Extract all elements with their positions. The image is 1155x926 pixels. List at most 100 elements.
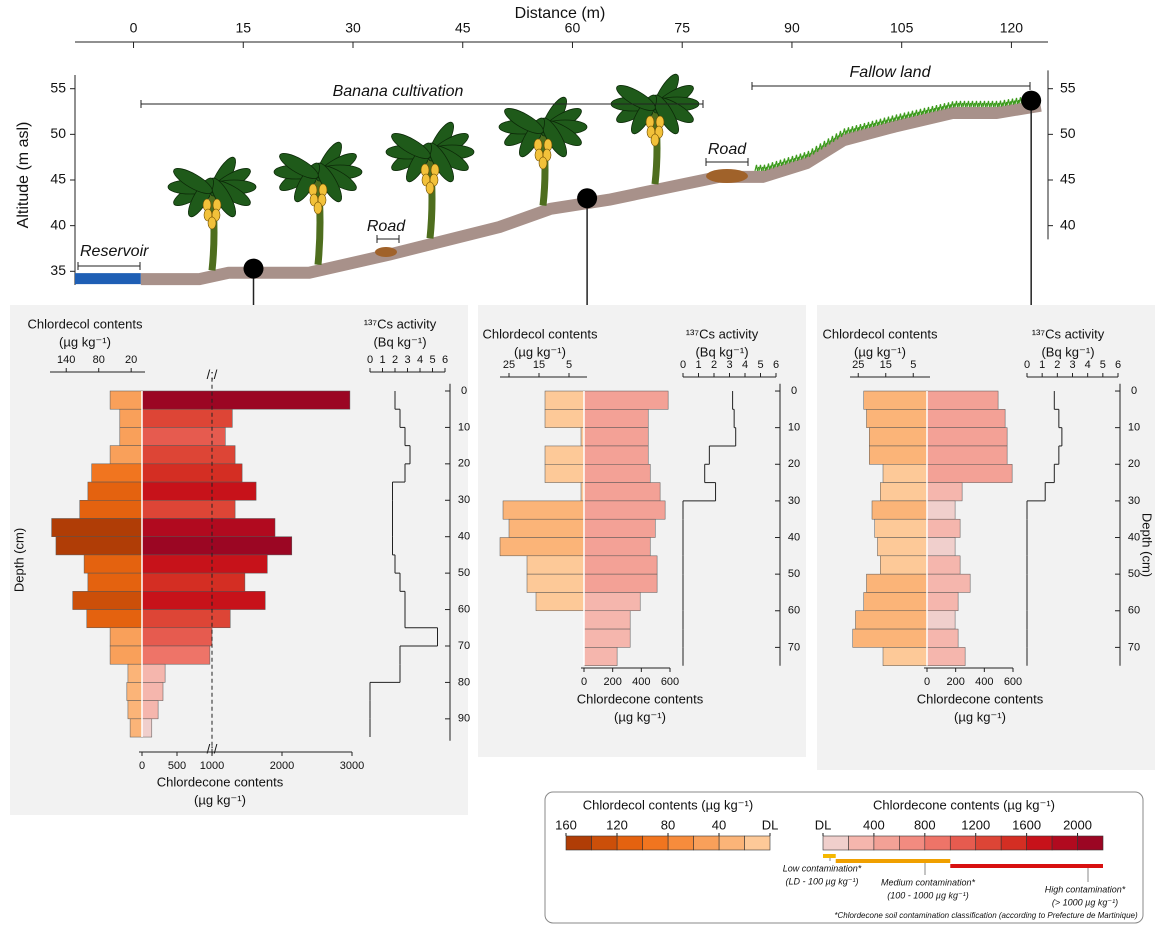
chlordecone-bar — [141, 500, 236, 519]
chlordecol-bar — [882, 464, 928, 483]
banana — [207, 216, 217, 230]
cs-tick-label: 1 — [695, 359, 701, 371]
chlordecol-tick-label: 80 — [93, 354, 105, 366]
depth-tick-label: 90 — [458, 713, 470, 725]
chlordecone-title: Chlordecone contents — [577, 691, 704, 706]
class-bar — [823, 854, 836, 858]
depth-tick-label: 40 — [458, 531, 470, 543]
depth-tick-label: 10 — [1128, 422, 1140, 434]
chlordecol-bar — [869, 427, 928, 447]
chlordecone-tick-label: 600 — [661, 676, 679, 688]
chlordecone-tick-label: 0 — [139, 760, 145, 772]
cs-tick-label: 3 — [726, 359, 732, 371]
cs-tick-label: 4 — [742, 359, 748, 371]
chlordecol-tick-label: 140 — [57, 354, 75, 366]
cs-tick-label: 2 — [711, 359, 717, 371]
cs-tick-label: 1 — [379, 354, 385, 366]
chlordecone-bar — [141, 390, 351, 410]
chlordecone-bar — [141, 663, 166, 683]
legend-tick-label: 120 — [606, 817, 628, 832]
x-tick-label: 45 — [455, 20, 471, 36]
chlordecone-bar — [583, 409, 649, 428]
cs-tick-label: 1 — [1039, 359, 1045, 371]
chlordecone-tick-label: 1000 — [200, 760, 224, 772]
chlordecone-bar — [926, 537, 956, 557]
palm-tree — [498, 96, 588, 206]
legend-swatch — [718, 835, 745, 851]
trunk — [426, 159, 436, 239]
chlordecol-unit: (µg kg⁻¹) — [514, 344, 566, 359]
palm-tree — [273, 141, 363, 266]
legend-swatch — [949, 835, 977, 851]
depth-tick-label: 60 — [458, 603, 470, 615]
chlordecone-bar — [141, 700, 159, 720]
class-range: (> 1000 µg kg⁻¹) — [1052, 897, 1118, 907]
chlordecone-bar — [583, 518, 656, 538]
depth-tick-label: 30 — [458, 494, 470, 506]
y-tick-label: 40 — [50, 216, 66, 232]
chlordecone-bar — [141, 408, 233, 428]
legend-swatch — [822, 835, 849, 851]
cs-tick-label: 2 — [392, 354, 398, 366]
chlordecol-bar — [55, 536, 143, 556]
banana — [538, 156, 548, 170]
y2-tick-label: 55 — [1060, 79, 1076, 95]
legend-tick-label: 1200 — [961, 817, 990, 832]
chlordecol-bar — [869, 445, 928, 465]
chlordecol-bar — [86, 609, 143, 629]
cs-unit: (Bq kg⁻¹) — [695, 344, 748, 359]
depth-tick-label: 30 — [1128, 495, 1140, 507]
legend-title: Chlordecol contents (µg kg⁻¹) — [583, 797, 753, 812]
chlordecone-tick-label: 400 — [632, 676, 650, 688]
chlordecol-title: Chlordecol contents — [483, 326, 598, 341]
banana — [313, 201, 323, 215]
chlordecol-bar — [508, 518, 585, 538]
chlordecol-bar — [502, 500, 585, 520]
chlordecol-tick-label: 15 — [880, 359, 892, 371]
legend-swatch — [591, 835, 618, 851]
chlordecone-bar — [583, 647, 618, 666]
chlordecol-title: Chlordecol contents — [28, 316, 143, 331]
chlordecol-bar — [863, 390, 928, 410]
legend-tick-label: 40 — [712, 817, 726, 832]
x-tick-label: 15 — [235, 20, 251, 36]
cs-tick-label: 5 — [1100, 359, 1106, 371]
chlordecol-bar — [499, 537, 585, 557]
chlordecone-title: Chlordecone contents — [157, 774, 284, 789]
class-bar — [835, 859, 951, 863]
chlordecone-bar — [926, 573, 971, 593]
chlordecone-bar — [141, 627, 213, 647]
x-tick-label: 75 — [674, 20, 690, 36]
y2-tick-label: 40 — [1060, 216, 1076, 232]
legend-swatch — [1077, 835, 1104, 851]
chlordecone-tick-label: 400 — [975, 676, 993, 688]
legend-tick-label: 1600 — [1012, 817, 1041, 832]
annotation: Road — [708, 141, 747, 158]
class-name: Medium contamination* — [881, 877, 976, 887]
legend-swatch — [899, 835, 926, 851]
depth-tick-label: 0 — [1131, 385, 1137, 397]
chlordecol-bar — [72, 591, 143, 610]
depth-tick-label: 50 — [458, 567, 470, 579]
chlordecol-bar — [109, 390, 143, 410]
chlordecone-tick-label: 0 — [581, 676, 587, 688]
chlordecone-bar — [583, 555, 658, 575]
chlordecol-title: Chlordecol contents — [823, 326, 938, 341]
chlordecol-bar — [544, 445, 585, 465]
chlordecone-bar — [141, 481, 257, 501]
sampling-point — [577, 188, 598, 209]
depth-tick-label: 70 — [458, 640, 470, 652]
palm-tree — [167, 156, 257, 271]
cs-tick-label: 2 — [1054, 359, 1060, 371]
chlordecone-bar — [141, 445, 236, 465]
road — [375, 247, 397, 257]
chlordecol-bar — [526, 573, 585, 593]
leaf — [173, 168, 213, 194]
legend-tick-label: 80 — [661, 817, 675, 832]
road — [706, 169, 748, 183]
x-tick-label: 105 — [890, 20, 914, 36]
y-tick-label: 50 — [50, 125, 66, 141]
chlordecol-bar — [855, 610, 928, 630]
x-tick-label: 90 — [784, 20, 800, 36]
chlordecone-bar — [926, 592, 959, 612]
